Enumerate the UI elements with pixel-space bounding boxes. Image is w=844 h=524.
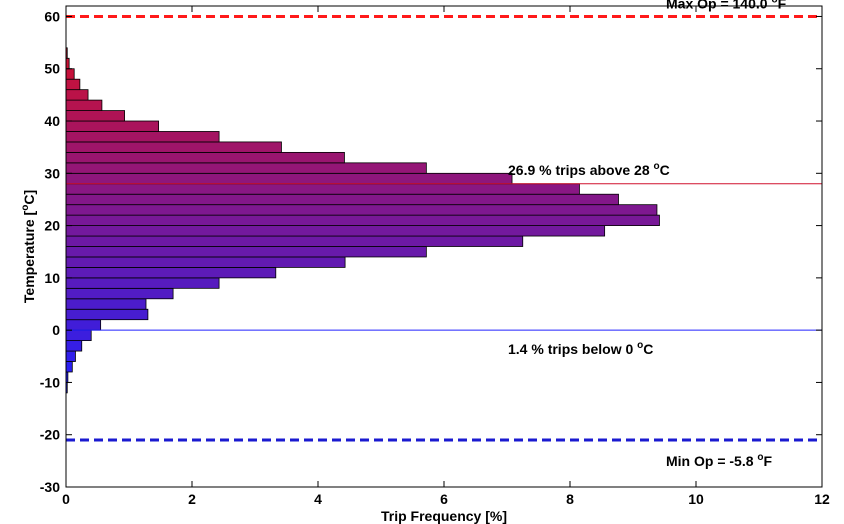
x-axis-label: Trip Frequency [%] — [381, 508, 507, 524]
y-tick-label: 60 — [44, 8, 60, 24]
histogram-bar — [65, 120, 160, 132]
y-tick-label: -30 — [40, 479, 60, 495]
histogram-bar — [65, 110, 125, 122]
histogram-bar — [65, 277, 220, 289]
y-axis-label-tail: C] — [21, 190, 37, 205]
histogram-bar — [65, 308, 149, 321]
histogram-bar — [65, 267, 277, 279]
histogram-bar — [65, 141, 282, 153]
histogram-bar — [65, 340, 83, 352]
x-tick-label: 8 — [566, 491, 574, 507]
histogram-bar — [65, 329, 92, 342]
reference-line-label: 26.9 % trips above 28 oC — [508, 161, 670, 178]
y-tick-label: -20 — [40, 427, 60, 443]
histogram-bar — [65, 183, 580, 195]
histogram-bar — [65, 246, 427, 258]
reference-lines — [66, 14, 822, 442]
reference-line-label: Min Op = -5.8 oF — [666, 452, 773, 469]
histogram-bar — [65, 172, 513, 185]
y-tick-label: 30 — [44, 165, 60, 181]
histogram-bar — [65, 235, 524, 247]
y-tick-label: 40 — [44, 113, 60, 129]
y-tick-label: 0 — [52, 322, 60, 338]
histogram-bar — [65, 204, 658, 216]
y-axis-label-main: Temperature [ — [21, 210, 37, 303]
histogram-bar — [65, 256, 346, 268]
histogram-bar — [65, 361, 73, 373]
histogram-bar — [65, 225, 606, 237]
x-tick-label: 2 — [188, 491, 196, 507]
reference-line-label: 1.4 % trips below 0 oC — [508, 340, 653, 357]
x-tick-label: 12 — [814, 491, 830, 507]
y-axis-label: Temperature [oC] — [20, 190, 37, 303]
y-axis: -30 -20 -10 0 10 20 30 40 50 60 — [40, 8, 822, 495]
histogram-bar — [65, 151, 345, 164]
x-tick-label: 6 — [440, 491, 448, 507]
x-tick-label: 0 — [62, 491, 70, 507]
histogram-bar — [65, 162, 427, 174]
histogram-bar — [65, 89, 89, 101]
histogram-bar — [65, 319, 102, 331]
y-tick-label: -10 — [40, 374, 60, 390]
histogram-bars — [65, 47, 660, 394]
histogram-bar — [65, 214, 660, 226]
reference-line-label: Max Op = 140.0 oF — [666, 0, 787, 11]
x-axis: 0 2 4 6 8 10 12 — [62, 6, 830, 507]
y-tick-label: 10 — [44, 270, 60, 286]
y-tick-label: 50 — [44, 61, 60, 77]
x-tick-label: 4 — [314, 491, 322, 507]
histogram-bar — [65, 298, 147, 310]
histogram-bar — [65, 99, 103, 111]
histogram-bar — [65, 193, 619, 206]
annotations: Max Op = 140.0 oF 26.9 % trips above 28 o… — [508, 0, 787, 469]
histogram-bar — [65, 78, 81, 91]
histogram-bar — [65, 350, 76, 362]
y-tick-label: 20 — [44, 218, 60, 234]
x-tick-label: 10 — [688, 491, 704, 507]
y-axis-label-sup: o — [20, 205, 31, 211]
histogram-bar — [65, 68, 75, 80]
histogram-bar — [65, 131, 220, 143]
histogram-bar — [65, 287, 174, 300]
